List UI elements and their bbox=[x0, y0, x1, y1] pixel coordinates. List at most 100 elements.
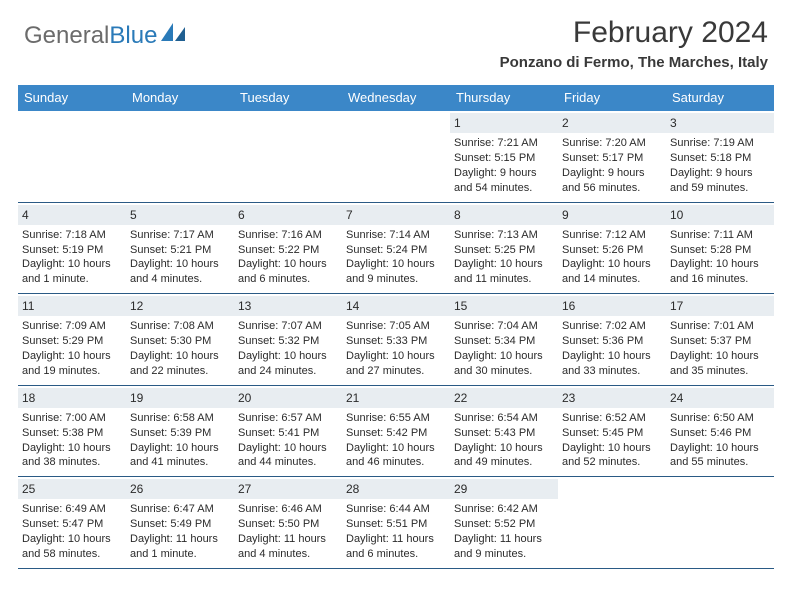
daylight-text: and 22 minutes. bbox=[130, 364, 230, 379]
sunset-text: Sunset: 5:30 PM bbox=[130, 334, 230, 349]
logo-text-blue: Blue bbox=[109, 22, 157, 49]
daylight-text: and 9 minutes. bbox=[346, 272, 446, 287]
sunset-text: Sunset: 5:22 PM bbox=[238, 243, 338, 258]
sunrise-text: Sunrise: 6:58 AM bbox=[130, 411, 230, 426]
day-number: 3 bbox=[666, 113, 774, 133]
sunrise-text: Sunrise: 7:05 AM bbox=[346, 319, 446, 334]
day-cell: 26Sunrise: 6:47 AMSunset: 5:49 PMDayligh… bbox=[126, 477, 234, 569]
daylight-text: and 11 minutes. bbox=[454, 272, 554, 287]
sunrise-text: Sunrise: 6:42 AM bbox=[454, 502, 554, 517]
day-number: 23 bbox=[558, 388, 666, 408]
day-cell: 18Sunrise: 7:00 AMSunset: 5:38 PMDayligh… bbox=[18, 386, 126, 478]
day-cell: 19Sunrise: 6:58 AMSunset: 5:39 PMDayligh… bbox=[126, 386, 234, 478]
logo-text-gray: General bbox=[24, 22, 109, 49]
sunset-text: Sunset: 5:26 PM bbox=[562, 243, 662, 258]
title-block: February 2024 Ponzano di Fermo, The Marc… bbox=[500, 16, 768, 71]
logo-text: GeneralBlue bbox=[24, 22, 157, 50]
calendar-header-row: SundayMondayTuesdayWednesdayThursdayFrid… bbox=[18, 85, 774, 111]
daylight-text: Daylight: 10 hours bbox=[562, 441, 662, 456]
logo: GeneralBlue bbox=[24, 22, 187, 50]
day-cell: 20Sunrise: 6:57 AMSunset: 5:41 PMDayligh… bbox=[234, 386, 342, 478]
sunset-text: Sunset: 5:42 PM bbox=[346, 426, 446, 441]
sunset-text: Sunset: 5:52 PM bbox=[454, 517, 554, 532]
daylight-text: and 6 minutes. bbox=[346, 547, 446, 562]
sunset-text: Sunset: 5:18 PM bbox=[670, 151, 770, 166]
daylight-text: Daylight: 10 hours bbox=[22, 441, 122, 456]
sunrise-text: Sunrise: 7:12 AM bbox=[562, 228, 662, 243]
daylight-text: Daylight: 9 hours bbox=[670, 166, 770, 181]
weekday-header: Saturday bbox=[666, 85, 774, 111]
day-cell: 17Sunrise: 7:01 AMSunset: 5:37 PMDayligh… bbox=[666, 294, 774, 386]
weekday-header: Monday bbox=[126, 85, 234, 111]
daylight-text: Daylight: 10 hours bbox=[346, 257, 446, 272]
day-cell: 8Sunrise: 7:13 AMSunset: 5:25 PMDaylight… bbox=[450, 203, 558, 295]
sunset-text: Sunset: 5:47 PM bbox=[22, 517, 122, 532]
daylight-text: and 24 minutes. bbox=[238, 364, 338, 379]
daylight-text: and 6 minutes. bbox=[238, 272, 338, 287]
sunrise-text: Sunrise: 7:04 AM bbox=[454, 319, 554, 334]
daylight-text: and 4 minutes. bbox=[238, 547, 338, 562]
daylight-text: and 30 minutes. bbox=[454, 364, 554, 379]
sunrise-text: Sunrise: 7:19 AM bbox=[670, 136, 770, 151]
daylight-text: and 33 minutes. bbox=[562, 364, 662, 379]
daylight-text: Daylight: 11 hours bbox=[454, 532, 554, 547]
day-number: 13 bbox=[234, 296, 342, 316]
day-cell: 25Sunrise: 6:49 AMSunset: 5:47 PMDayligh… bbox=[18, 477, 126, 569]
sunrise-text: Sunrise: 7:20 AM bbox=[562, 136, 662, 151]
day-number: 11 bbox=[18, 296, 126, 316]
sunrise-text: Sunrise: 7:01 AM bbox=[670, 319, 770, 334]
sunset-text: Sunset: 5:28 PM bbox=[670, 243, 770, 258]
sunset-text: Sunset: 5:34 PM bbox=[454, 334, 554, 349]
daylight-text: Daylight: 10 hours bbox=[670, 257, 770, 272]
day-cell: 29Sunrise: 6:42 AMSunset: 5:52 PMDayligh… bbox=[450, 477, 558, 569]
day-number: 15 bbox=[450, 296, 558, 316]
day-number: 5 bbox=[126, 205, 234, 225]
weekday-header: Wednesday bbox=[342, 85, 450, 111]
sunset-text: Sunset: 5:33 PM bbox=[346, 334, 446, 349]
sunrise-text: Sunrise: 7:16 AM bbox=[238, 228, 338, 243]
day-cell: 7Sunrise: 7:14 AMSunset: 5:24 PMDaylight… bbox=[342, 203, 450, 295]
sunset-text: Sunset: 5:39 PM bbox=[130, 426, 230, 441]
daylight-text: Daylight: 10 hours bbox=[238, 441, 338, 456]
day-cell: 1Sunrise: 7:21 AMSunset: 5:15 PMDaylight… bbox=[450, 111, 558, 203]
daylight-text: Daylight: 11 hours bbox=[130, 532, 230, 547]
day-cell: 6Sunrise: 7:16 AMSunset: 5:22 PMDaylight… bbox=[234, 203, 342, 295]
day-cell: 27Sunrise: 6:46 AMSunset: 5:50 PMDayligh… bbox=[234, 477, 342, 569]
day-number: 28 bbox=[342, 479, 450, 499]
day-cell: 22Sunrise: 6:54 AMSunset: 5:43 PMDayligh… bbox=[450, 386, 558, 478]
day-number: 21 bbox=[342, 388, 450, 408]
daylight-text: Daylight: 10 hours bbox=[454, 441, 554, 456]
sunrise-text: Sunrise: 6:50 AM bbox=[670, 411, 770, 426]
day-number: 27 bbox=[234, 479, 342, 499]
day-number: 9 bbox=[558, 205, 666, 225]
day-cell: 23Sunrise: 6:52 AMSunset: 5:45 PMDayligh… bbox=[558, 386, 666, 478]
daylight-text: Daylight: 9 hours bbox=[454, 166, 554, 181]
day-cell: 12Sunrise: 7:08 AMSunset: 5:30 PMDayligh… bbox=[126, 294, 234, 386]
daylight-text: Daylight: 10 hours bbox=[130, 349, 230, 364]
daylight-text: and 56 minutes. bbox=[562, 181, 662, 196]
daylight-text: Daylight: 10 hours bbox=[670, 441, 770, 456]
sunrise-text: Sunrise: 7:21 AM bbox=[454, 136, 554, 151]
day-cell: 2Sunrise: 7:20 AMSunset: 5:17 PMDaylight… bbox=[558, 111, 666, 203]
sunrise-text: Sunrise: 6:46 AM bbox=[238, 502, 338, 517]
daylight-text: Daylight: 9 hours bbox=[562, 166, 662, 181]
daylight-text: and 9 minutes. bbox=[454, 547, 554, 562]
sunrise-text: Sunrise: 7:17 AM bbox=[130, 228, 230, 243]
day-number: 18 bbox=[18, 388, 126, 408]
day-number: 12 bbox=[126, 296, 234, 316]
daylight-text: Daylight: 10 hours bbox=[454, 257, 554, 272]
sunset-text: Sunset: 5:24 PM bbox=[346, 243, 446, 258]
daylight-text: Daylight: 10 hours bbox=[22, 257, 122, 272]
daylight-text: Daylight: 10 hours bbox=[346, 349, 446, 364]
daylight-text: Daylight: 10 hours bbox=[130, 257, 230, 272]
daylight-text: Daylight: 10 hours bbox=[670, 349, 770, 364]
daylight-text: Daylight: 10 hours bbox=[238, 257, 338, 272]
sunset-text: Sunset: 5:19 PM bbox=[22, 243, 122, 258]
day-cell: 9Sunrise: 7:12 AMSunset: 5:26 PMDaylight… bbox=[558, 203, 666, 295]
day-cell: 14Sunrise: 7:05 AMSunset: 5:33 PMDayligh… bbox=[342, 294, 450, 386]
month-title: February 2024 bbox=[500, 16, 768, 50]
day-number: 20 bbox=[234, 388, 342, 408]
sunrise-text: Sunrise: 6:54 AM bbox=[454, 411, 554, 426]
empty-cell bbox=[234, 111, 342, 203]
sunrise-text: Sunrise: 7:07 AM bbox=[238, 319, 338, 334]
